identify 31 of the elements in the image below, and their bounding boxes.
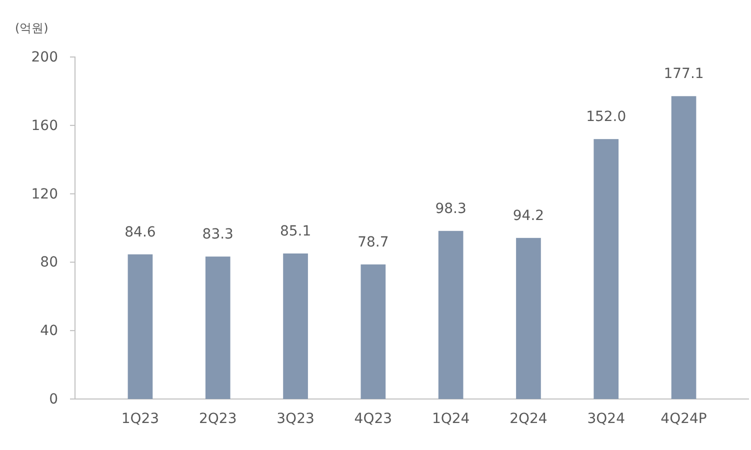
data-label: 94.2 [512,208,544,224]
bar [205,256,230,399]
y-axis-title: (억원) [15,21,48,35]
data-label: 177.1 [664,66,704,82]
bar [283,253,308,399]
x-tick-label: 1Q24 [432,410,470,427]
x-tick-label: 3Q23 [276,410,314,427]
x-tick-label: 4Q24P [660,410,707,427]
x-tick-label: 3Q24 [587,410,626,427]
data-label: 83.3 [202,226,234,243]
bar [671,96,696,399]
y-tick-label: 120 [31,186,58,202]
bar [438,230,464,399]
bar [594,139,619,399]
y-tick-label: 160 [31,118,58,134]
data-label: 152.0 [586,109,626,126]
data-label: 84.6 [124,224,156,240]
y-tick-label: 80 [40,254,58,271]
y-tick-label: 200 [31,49,58,66]
bar [516,238,541,399]
bar [128,254,153,399]
x-tick-label: 1Q23 [121,410,160,427]
data-label: 78.7 [358,234,389,250]
data-label: 98.3 [435,200,466,217]
y-tick-label: 0 [49,391,58,408]
x-tick-label: 4Q23 [354,410,392,427]
x-tick-label: 2Q24 [510,410,548,427]
bar [360,264,386,399]
data-label: 85.1 [280,223,312,240]
x-tick-label: 2Q23 [199,410,237,427]
y-tick-label: 40 [40,323,58,340]
